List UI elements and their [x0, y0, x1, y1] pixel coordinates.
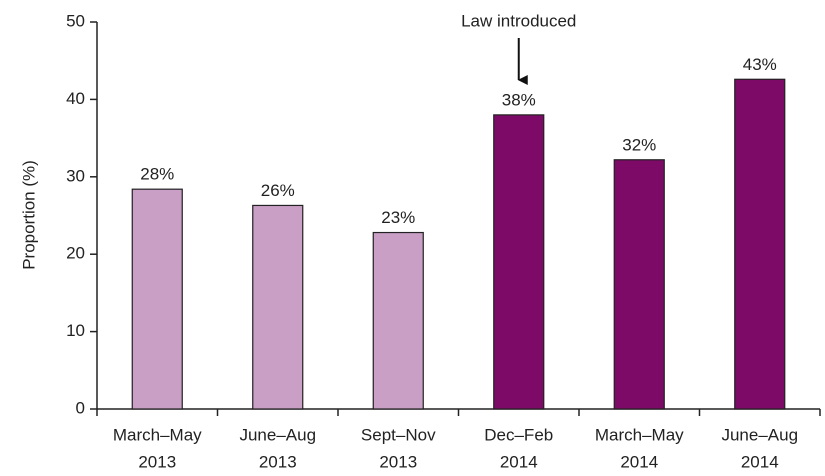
y-axis-label: Proportion (%) [19, 160, 38, 270]
y-tick-label: 20 [66, 244, 85, 263]
x-tick-label: 2013 [138, 452, 176, 471]
x-tick-label: Dec–Feb [484, 425, 553, 444]
bar [734, 78, 786, 410]
x-tick-label: June–Aug [721, 425, 798, 444]
annotation: Law introduced [461, 11, 576, 30]
bar [372, 231, 424, 410]
value-label: 38% [502, 90, 536, 109]
y-tick-label: 10 [66, 321, 85, 340]
value-label: 26% [261, 181, 295, 200]
x-tick-label: March–May [113, 425, 202, 444]
y-tick-label: 40 [66, 89, 85, 108]
value-label: 23% [381, 208, 415, 227]
y-tick-label: 0 [76, 398, 85, 417]
value-label: 32% [622, 135, 656, 154]
x-tick-label: Sept–Nov [361, 425, 436, 444]
bar [252, 204, 304, 410]
x-tick-label: 2014 [741, 452, 779, 471]
bar [613, 159, 665, 410]
x-tick-label: 2014 [620, 452, 658, 471]
x-tick-label: 2014 [500, 452, 538, 471]
x-tick-label: March–May [595, 425, 684, 444]
bar [131, 188, 183, 410]
value-label: 43% [743, 55, 777, 74]
bar [493, 114, 545, 410]
x-tick-label: June–Aug [239, 425, 316, 444]
y-tick-label: 30 [66, 166, 85, 185]
x-tick-label: 2013 [259, 452, 297, 471]
x-tick-label: 2013 [379, 452, 417, 471]
y-tick-label: 50 [66, 11, 85, 30]
value-label: 28% [140, 165, 174, 184]
